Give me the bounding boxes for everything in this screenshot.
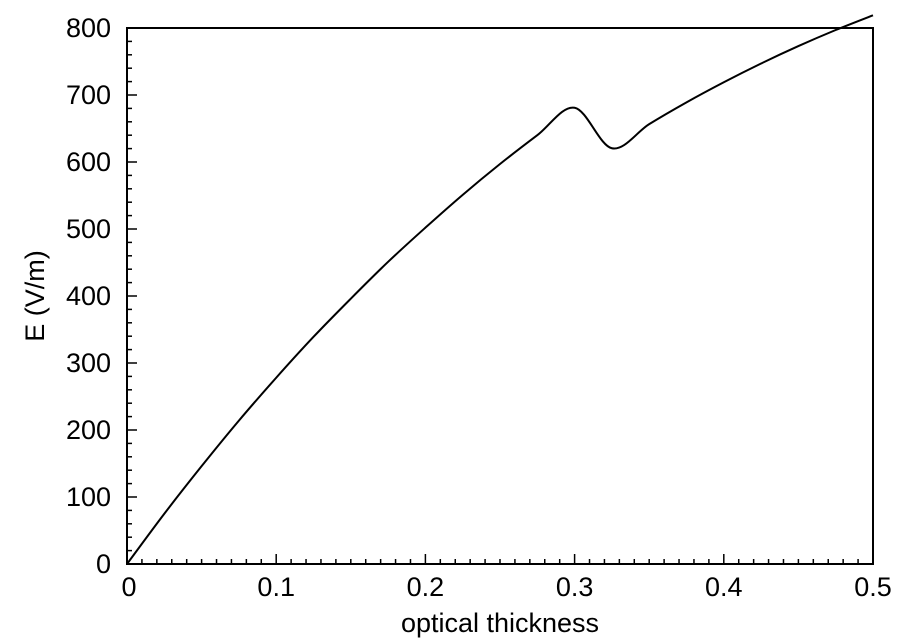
y-tick-label: 700 <box>66 80 111 110</box>
y-tick-label: 200 <box>66 415 111 445</box>
y-tick-label: 500 <box>66 214 111 244</box>
labels-layer: 0 0.1 0.2 0.3 0.4 0.5 0 100 200 300 400 500 600 700 80… <box>66 13 892 602</box>
y-tick-label: 600 <box>66 147 111 177</box>
x-tick-label: 0.5 <box>854 572 892 602</box>
x-tick-label: 0.4 <box>705 572 743 602</box>
x-tick-label: 0.2 <box>407 572 445 602</box>
y-tick-label: 100 <box>66 482 111 512</box>
y-tick-label: 400 <box>66 281 111 311</box>
y-tick-label: 300 <box>66 348 111 378</box>
y-tick-label: 0 <box>96 549 111 579</box>
plot-frame <box>126 27 874 565</box>
y-tick-label: 800 <box>66 13 111 43</box>
y-axis-label: E (V/m) <box>20 250 50 342</box>
x-tick-label: 0.3 <box>556 572 594 602</box>
x-axis-label: optical thickness <box>401 608 599 638</box>
x-tick-label: 0 <box>121 572 136 602</box>
series-line <box>126 14 874 565</box>
x-tick-label: 0.1 <box>257 572 295 602</box>
ticks-layer <box>126 27 874 565</box>
